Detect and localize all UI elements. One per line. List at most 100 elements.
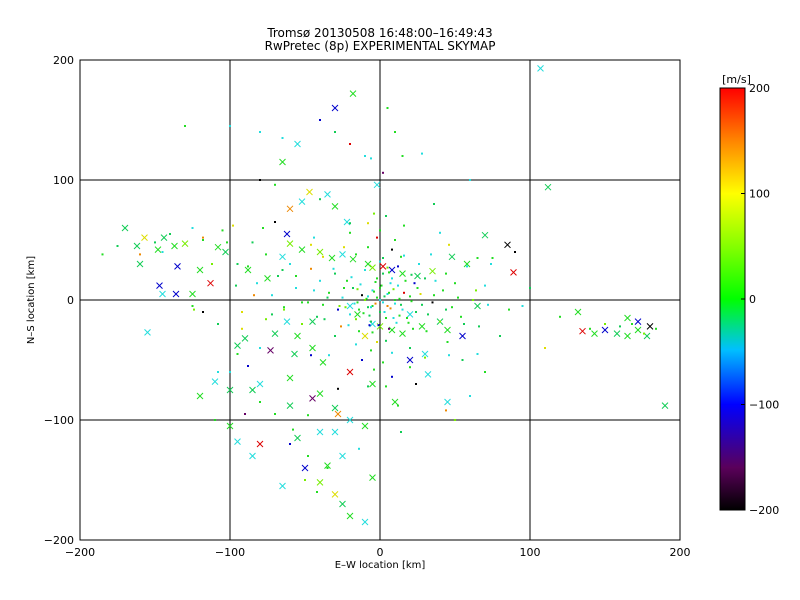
data-point-dot <box>241 311 243 313</box>
data-point-x <box>319 359 327 366</box>
data-point-dot <box>101 253 104 256</box>
data-point-x-stroke <box>156 282 163 289</box>
data-point-dot <box>340 325 342 328</box>
data-point-x <box>421 350 429 358</box>
data-point-x <box>444 398 451 406</box>
data-point-dot <box>406 317 408 319</box>
data-point-x-stroke <box>256 440 264 448</box>
data-point-dot <box>283 306 285 309</box>
data-point-dot <box>368 314 371 317</box>
data-point-x <box>544 183 552 191</box>
data-point-dot <box>313 289 315 292</box>
data-point-dot <box>184 125 186 127</box>
data-point-x <box>159 290 166 298</box>
data-point-dot <box>478 325 480 328</box>
data-point-dot <box>427 313 429 316</box>
data-point-x-stroke <box>154 246 162 253</box>
data-point-x <box>286 205 294 213</box>
data-point-x-stroke <box>331 428 339 436</box>
data-point-dot <box>514 251 516 253</box>
data-point-dot <box>400 431 402 433</box>
data-point-dot <box>221 229 224 232</box>
data-point-x-stroke <box>634 318 642 325</box>
data-point-dot <box>463 323 465 325</box>
data-point-x-stroke <box>283 318 291 325</box>
axis-ticks: −200 −100 0 100 200 −200 −100 0 100 200 <box>44 54 691 559</box>
data-point-dot <box>161 251 164 253</box>
data-point-dot <box>446 341 449 343</box>
data-point-x-stroke <box>624 314 631 322</box>
data-point-x-stroke <box>316 248 324 256</box>
data-point-dot <box>371 305 374 307</box>
data-point-x <box>174 263 181 270</box>
data-point-x-stroke <box>339 500 346 508</box>
data-point-x <box>591 330 598 337</box>
data-point-dot <box>374 281 377 283</box>
data-point-dot <box>328 354 330 357</box>
data-point-dot <box>247 365 249 367</box>
data-point-dot <box>359 283 362 286</box>
data-point-x <box>373 181 381 189</box>
data-point-x <box>339 251 346 258</box>
data-point-dot <box>241 327 243 330</box>
data-point-x-stroke <box>309 318 316 325</box>
data-point-dot <box>655 327 657 330</box>
data-point-x <box>339 452 346 460</box>
data-point-dot <box>403 224 405 227</box>
data-point-dot <box>379 311 381 313</box>
data-point-dot <box>424 356 426 359</box>
data-point-x-stroke <box>319 359 327 366</box>
data-point-x-stroke <box>369 380 376 388</box>
data-point-x <box>283 318 291 325</box>
data-point-dot <box>454 419 456 421</box>
data-point-x <box>222 248 229 256</box>
data-point-x-stroke <box>271 330 279 337</box>
data-point-dot <box>310 354 312 357</box>
data-point-dot <box>367 306 369 309</box>
data-point-x-stroke <box>331 203 339 210</box>
data-point-dot <box>409 366 411 369</box>
data-point-x <box>354 311 361 318</box>
data-point-x <box>418 323 426 330</box>
data-point-x-stroke <box>579 327 586 335</box>
data-point-dot <box>466 265 468 268</box>
data-point-x <box>286 374 294 382</box>
data-point-x-stroke <box>136 260 144 268</box>
data-point-x-stroke <box>346 416 354 424</box>
data-point-dot <box>398 297 401 300</box>
data-point-x-stroke <box>624 332 631 340</box>
data-point-dot <box>295 275 297 277</box>
data-point-dot <box>475 289 477 292</box>
data-point-x-stroke <box>646 323 654 330</box>
data-point-x-stroke <box>294 140 301 148</box>
data-point-x <box>346 368 354 376</box>
data-point-x <box>291 350 298 358</box>
data-point-dot <box>271 313 273 316</box>
data-point-x-stroke <box>334 410 342 418</box>
data-point-x <box>624 332 631 340</box>
data-point-x <box>160 234 168 241</box>
data-point-x-stroke <box>339 251 346 258</box>
data-point-dot <box>376 236 378 239</box>
data-point-x <box>361 332 369 340</box>
data-point-dot <box>323 318 326 321</box>
data-point-x <box>646 323 654 330</box>
data-point-dot <box>445 308 447 311</box>
data-point-x <box>309 395 316 402</box>
data-point-dot <box>382 301 384 304</box>
data-point-x <box>141 234 148 241</box>
data-point-x <box>279 253 286 261</box>
data-point-dot <box>281 269 284 271</box>
data-point-x-stroke <box>361 422 369 430</box>
data-point-dot <box>265 318 267 321</box>
data-point-dot <box>193 308 195 311</box>
data-point-x <box>346 302 354 310</box>
data-point-x-stroke <box>331 404 339 412</box>
data-point-x <box>196 392 204 400</box>
data-point-x-stroke <box>429 267 436 275</box>
data-point-dot <box>448 354 450 357</box>
data-point-dot <box>347 324 350 327</box>
data-point-dot <box>322 303 324 306</box>
data-point-dot <box>229 125 231 127</box>
